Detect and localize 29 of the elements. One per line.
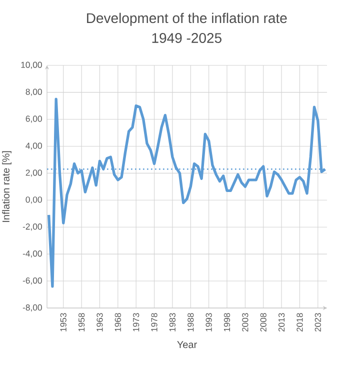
x-tick-label: 2018 — [296, 313, 303, 332]
x-tick-label: 2013 — [278, 313, 285, 332]
chart-subtitle: 1949 -2025 — [152, 33, 222, 43]
y-tick-label: 0,00 — [26, 196, 42, 204]
x-tick-label: 1998 — [224, 313, 230, 332]
x-tick-label: 1968 — [114, 313, 121, 332]
x-tick-label: 1953 — [60, 313, 66, 332]
x-tick-label: 2008 — [260, 313, 266, 332]
y-tick-label: 10,00 — [21, 62, 42, 69]
x-tick-label: 1963 — [96, 313, 103, 332]
x-tick-label: 1988 — [188, 313, 194, 332]
x-tick-label: 2003 — [242, 313, 248, 332]
x-tick-label: 1958 — [78, 313, 85, 332]
x-axis-title: Year — [177, 341, 197, 348]
x-tick-label: 1983 — [169, 313, 176, 332]
y-tick-label: -4,00 — [22, 250, 42, 258]
x-tick-label: 2023 — [314, 313, 321, 332]
x-tick-label: 1973 — [133, 313, 140, 332]
y-tick-label: -8,00 — [22, 304, 42, 312]
y-tick-label: 4,00 — [26, 142, 42, 150]
x-tick-label: 1978 — [151, 313, 158, 332]
chart-title: Development of the inflation rate — [87, 12, 287, 26]
y-tick-label: -6,00 — [22, 277, 42, 285]
y-tick-label: -2,00 — [22, 224, 42, 231]
y-axis-title: Inflation rate [%] — [2, 151, 12, 222]
y-tick-label: 2,00 — [26, 170, 42, 177]
x-tick-label: 1993 — [206, 313, 212, 332]
y-tick-label: 8,00 — [26, 88, 42, 96]
y-tick-label: 6,00 — [26, 116, 42, 123]
